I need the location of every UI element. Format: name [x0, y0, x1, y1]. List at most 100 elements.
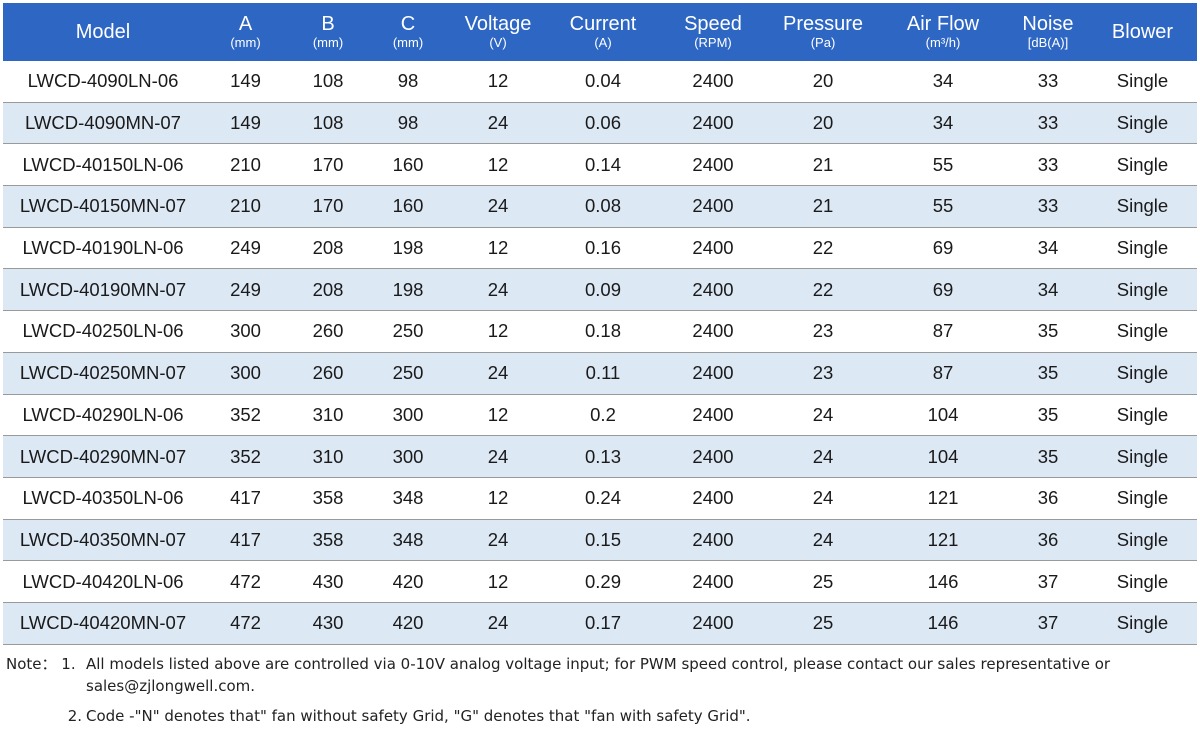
table-cell: 12 — [448, 560, 548, 603]
note-label: Note： — [6, 655, 57, 673]
model-cell: LWCD-40420LN-06 — [3, 560, 203, 603]
table-cell: 0.2 — [548, 394, 658, 437]
column-header: Voltage (V) — [448, 3, 548, 61]
table-cell: 0.16 — [548, 227, 658, 270]
model-cell: LWCD-4090LN-06 — [3, 61, 203, 103]
table-cell: 417 — [203, 519, 288, 562]
table-cell: 98 — [368, 61, 448, 103]
table-cell: 417 — [203, 477, 288, 520]
table-cell: 121 — [878, 519, 1008, 562]
model-cell: LWCD-40250MN-07 — [3, 352, 203, 395]
table-cell: 0.29 — [548, 560, 658, 603]
table-cell: 12 — [448, 394, 548, 437]
table-row: LWCD-40190LN-06 249 208 198 12 0.16 2400 22 69 34… — [3, 227, 1197, 270]
table-cell: 2400 — [658, 143, 768, 187]
table-cell: 2400 — [658, 394, 768, 437]
table-cell: 104 — [878, 394, 1008, 437]
table-cell: 420 — [368, 560, 448, 603]
column-header: Model — [3, 3, 203, 61]
column-header-label: Speed — [684, 13, 742, 36]
column-header: Current (A) — [548, 3, 658, 61]
column-header: Air Flow (m³/h) — [878, 3, 1008, 61]
table-cell: 2400 — [658, 477, 768, 520]
table-cell: 310 — [288, 394, 368, 437]
column-header: C (mm) — [368, 3, 448, 61]
table-cell: 108 — [288, 61, 368, 103]
table-cell: Single — [1088, 602, 1197, 645]
table-cell: 249 — [203, 227, 288, 270]
model-cell: LWCD-40420MN-07 — [3, 602, 203, 645]
model-cell: LWCD-40150MN-07 — [3, 185, 203, 228]
table-cell: 24 — [448, 352, 548, 395]
table-cell: 2400 — [658, 185, 768, 228]
model-cell: LWCD-40250LN-06 — [3, 310, 203, 353]
model-cell: LWCD-40290LN-06 — [3, 394, 203, 437]
note-number: 2. — [67, 706, 82, 725]
table-cell: 0.11 — [548, 352, 658, 395]
spec-table: Model A (mm) B (mm) C (mm) Voltage (V) Current (A)… — [3, 3, 1197, 645]
column-header-label: C — [400, 13, 416, 36]
table-cell: 33 — [1008, 185, 1088, 228]
model-cell: LWCD-40290MN-07 — [3, 435, 203, 478]
table-cell: 358 — [288, 477, 368, 520]
table-cell: 55 — [878, 143, 1008, 187]
model-cell: LWCD-40350LN-06 — [3, 477, 203, 520]
table-cell: 0.04 — [548, 61, 658, 103]
model-cell: LWCD-40190LN-06 — [3, 227, 203, 270]
table-cell: 2400 — [658, 227, 768, 270]
model-cell: LWCD-40350MN-07 — [3, 519, 203, 562]
table-cell: 24 — [768, 394, 878, 437]
table-cell: 34 — [1008, 268, 1088, 312]
table-cell: 36 — [1008, 519, 1088, 562]
table-cell: 24 — [448, 435, 548, 478]
table-cell: 300 — [368, 435, 448, 478]
table-row: LWCD-40250LN-06 300 260 250 12 0.18 2400 23 87 35… — [3, 310, 1197, 353]
table-cell: 250 — [368, 352, 448, 395]
column-header: A (mm) — [203, 3, 288, 61]
model-cell: LWCD-40150LN-06 — [3, 143, 203, 187]
table-cell: 2400 — [658, 560, 768, 603]
table-cell: 358 — [288, 519, 368, 562]
table-cell: 24 — [448, 602, 548, 645]
table-cell: 12 — [448, 143, 548, 187]
table-row: LWCD-40420LN-06 472 430 420 12 0.29 2400 25 146 3… — [3, 560, 1197, 603]
table-cell: Single — [1088, 394, 1197, 437]
table-cell: 249 — [203, 268, 288, 312]
table-row: LWCD-40420MN-07 472 430 420 24 0.17 2400 25 146 3… — [3, 602, 1197, 645]
table-cell: 472 — [203, 560, 288, 603]
table-cell: 12 — [448, 227, 548, 270]
table-cell: 210 — [203, 185, 288, 228]
table-cell: 0.18 — [548, 310, 658, 353]
table-cell: 0.17 — [548, 602, 658, 645]
table-cell: 20 — [768, 61, 878, 103]
table-cell: 210 — [203, 143, 288, 187]
note-prefix: Note： 1. — [6, 654, 86, 698]
table-cell: 87 — [878, 352, 1008, 395]
table-row: LWCD-40150LN-06 210 170 160 12 0.14 2400 21 55 33… — [3, 143, 1197, 187]
table-cell: 37 — [1008, 602, 1088, 645]
table-cell: 24 — [448, 268, 548, 312]
table-cell: Single — [1088, 268, 1197, 312]
table-cell: 250 — [368, 310, 448, 353]
table-cell: 430 — [288, 602, 368, 645]
column-header-label: Air Flow — [906, 13, 980, 36]
table-cell: 20 — [768, 102, 878, 145]
table-body: LWCD-4090LN-06 149 108 98 12 0.04 2400 20 34 33 Si… — [3, 61, 1197, 645]
table-row: LWCD-4090MN-07 149 108 98 24 0.06 2400 20 34 33 Si… — [3, 102, 1197, 145]
table-cell: 69 — [878, 227, 1008, 270]
table-cell: 121 — [878, 477, 1008, 520]
table-cell: 0.06 — [548, 102, 658, 145]
table-cell: Single — [1088, 102, 1197, 145]
table-cell: Single — [1088, 310, 1197, 353]
table-cell: 0.09 — [548, 268, 658, 312]
table-cell: 35 — [1008, 352, 1088, 395]
table-cell: 21 — [768, 143, 878, 187]
table-cell: 12 — [448, 477, 548, 520]
table-cell: 87 — [878, 310, 1008, 353]
table-cell: 208 — [288, 227, 368, 270]
column-header-unit: (m³/h) — [925, 35, 961, 51]
table-cell: 149 — [203, 61, 288, 103]
table-cell: Single — [1088, 435, 1197, 478]
table-cell: Single — [1088, 185, 1197, 228]
table-cell: Single — [1088, 519, 1197, 562]
